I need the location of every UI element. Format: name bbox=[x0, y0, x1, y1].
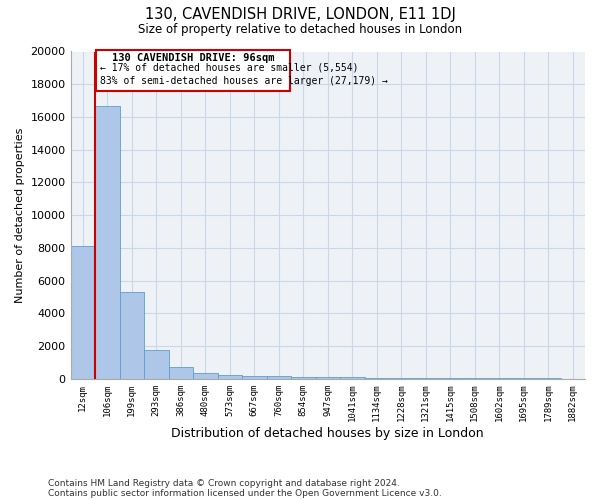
Bar bbox=[218, 375, 242, 379]
Text: Contains HM Land Registry data © Crown copyright and database right 2024.: Contains HM Land Registry data © Crown c… bbox=[48, 478, 400, 488]
Bar bbox=[266, 376, 291, 379]
Bar bbox=[389, 378, 413, 379]
Text: 83% of semi-detached houses are larger (27,179) →: 83% of semi-detached houses are larger (… bbox=[100, 76, 388, 86]
Bar bbox=[316, 377, 340, 379]
X-axis label: Distribution of detached houses by size in London: Distribution of detached houses by size … bbox=[172, 427, 484, 440]
Bar bbox=[291, 377, 316, 379]
Bar bbox=[413, 378, 438, 379]
Text: Contains public sector information licensed under the Open Government Licence v3: Contains public sector information licen… bbox=[48, 488, 442, 498]
Bar bbox=[438, 378, 463, 379]
Bar bbox=[242, 376, 266, 379]
Bar bbox=[95, 106, 119, 379]
Bar bbox=[365, 378, 389, 379]
Bar bbox=[463, 378, 487, 379]
Bar bbox=[119, 292, 144, 379]
Bar bbox=[193, 373, 218, 379]
Text: ← 17% of detached houses are smaller (5,554): ← 17% of detached houses are smaller (5,… bbox=[100, 63, 358, 73]
Text: Size of property relative to detached houses in London: Size of property relative to detached ho… bbox=[138, 22, 462, 36]
Text: 130 CAVENDISH DRIVE: 96sqm: 130 CAVENDISH DRIVE: 96sqm bbox=[112, 53, 274, 63]
Bar bbox=[169, 368, 193, 379]
Bar bbox=[340, 378, 365, 379]
Bar bbox=[71, 246, 95, 379]
Bar bbox=[96, 50, 290, 91]
Bar bbox=[512, 378, 536, 379]
Bar bbox=[487, 378, 512, 379]
Y-axis label: Number of detached properties: Number of detached properties bbox=[15, 128, 25, 303]
Bar bbox=[144, 350, 169, 379]
Text: 130, CAVENDISH DRIVE, LONDON, E11 1DJ: 130, CAVENDISH DRIVE, LONDON, E11 1DJ bbox=[145, 8, 455, 22]
